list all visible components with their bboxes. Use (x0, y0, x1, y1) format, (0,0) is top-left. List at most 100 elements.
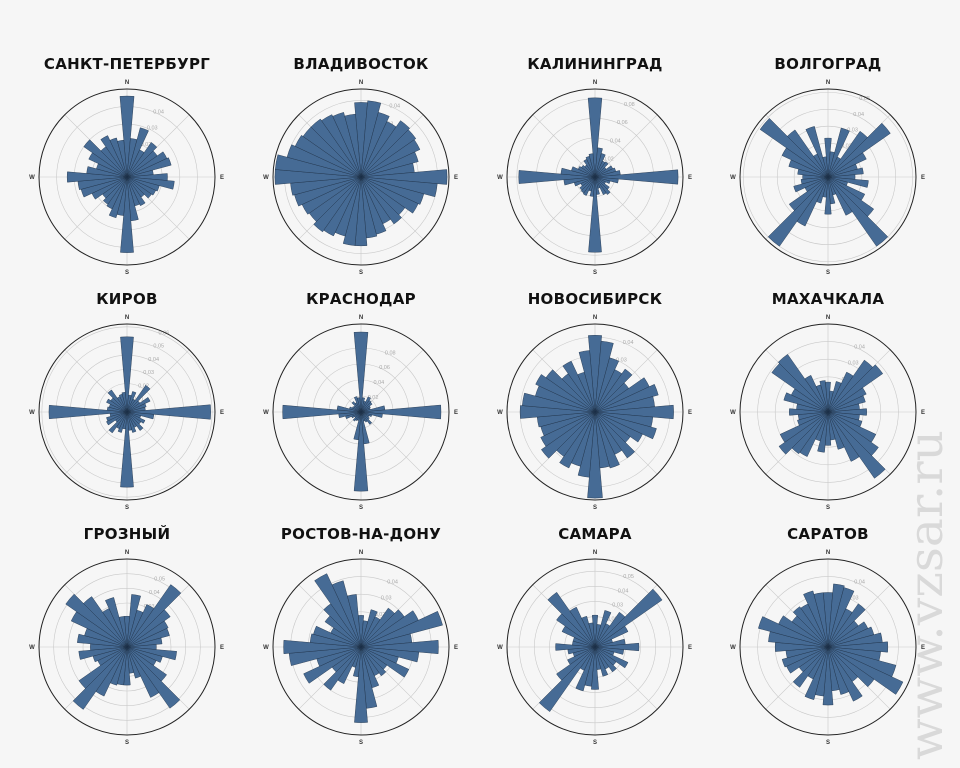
wind-bar (126, 176, 152, 199)
wind-bar (352, 411, 362, 422)
compass-label-s: S (125, 740, 129, 746)
wind-bar (351, 401, 362, 413)
wind-bar (83, 139, 128, 178)
compass-label-e: E (220, 410, 224, 416)
wind-bar (545, 369, 596, 413)
wind-bar (580, 176, 596, 194)
wind-bar (321, 114, 362, 178)
tick-label: 0.04 (153, 109, 164, 115)
wind-bar (126, 620, 169, 648)
wind-bar (360, 646, 410, 678)
wind-bar (827, 176, 889, 247)
wind-bar (541, 411, 596, 459)
compass-label-s: S (125, 270, 129, 276)
tick-label: 0.03 (381, 596, 392, 602)
wind-bar (310, 118, 362, 178)
compass-label-n: N (125, 315, 129, 321)
wind-bar (126, 157, 172, 178)
wind-bar (759, 118, 829, 178)
compass-label-e: E (454, 175, 458, 181)
wind-bar (126, 609, 171, 648)
outer-circle (38, 558, 216, 736)
wind-bar (126, 646, 160, 698)
wind-bar (827, 364, 884, 413)
wind-bar (594, 646, 617, 673)
compass-label-w: W (730, 410, 736, 416)
chart-title: ГРОЗНЫЙ (83, 525, 171, 543)
compass-label-e: E (454, 410, 458, 416)
outer-circle (272, 323, 450, 501)
outer-circle (38, 323, 216, 501)
compass-label-e: E (688, 645, 692, 651)
tick-label: 0.02 (607, 617, 618, 623)
wind-bar (357, 397, 362, 413)
wind-bar (126, 646, 181, 709)
wind-bar (781, 646, 829, 668)
outer-circle (38, 88, 216, 266)
wind-bar (569, 606, 596, 648)
wind-bar (594, 642, 640, 652)
wind-bar (594, 176, 607, 195)
wind-rose-chart: КРАСНОДАР 0.02 0.04 0.06 0.08 N E S W (261, 290, 461, 530)
wind-bar (827, 411, 845, 450)
wind-bar (108, 411, 128, 434)
wind-bar (562, 360, 596, 413)
chart-title: САРАТОВ (787, 525, 869, 543)
outer-circle (506, 558, 684, 736)
wind-bar (360, 176, 425, 205)
wind-bar (594, 169, 679, 185)
wind-bar (126, 403, 147, 413)
tick-label: 0.03 (147, 126, 158, 132)
wind-bar (594, 404, 674, 420)
wind-bar (360, 151, 419, 178)
wind-bar (314, 573, 362, 648)
wind-bar (594, 176, 611, 195)
wind-bar (819, 380, 829, 413)
compass-label-w: W (497, 175, 503, 181)
outer-circle (739, 323, 917, 501)
wind-bar (822, 646, 834, 706)
wind-bar (594, 411, 620, 469)
wind-bar (126, 646, 141, 679)
wind-bar (827, 641, 889, 653)
wind-bar (120, 336, 134, 413)
tick-label: 0.04 (854, 579, 865, 585)
wind-bar (587, 411, 603, 499)
compass-label-e: E (921, 410, 925, 416)
wind-bar (556, 646, 596, 681)
chart-title: МАХАЧКАЛА (771, 290, 885, 308)
wind-bar (800, 176, 829, 185)
wind-bar (594, 411, 636, 459)
wind-bar (303, 646, 362, 684)
wind-bar (118, 616, 128, 648)
wind-bar (588, 176, 602, 253)
tick-label: 0.04 (854, 344, 865, 350)
wind-bar (594, 411, 643, 443)
wind-bar (827, 127, 850, 178)
compass-label-n: N (359, 315, 363, 321)
compass-label-n: N (593, 315, 597, 321)
wind-bar (594, 161, 609, 178)
wind-bar (126, 384, 151, 413)
wind-bar (323, 646, 362, 691)
wind-bar (126, 584, 182, 648)
compass-label-w: W (29, 175, 35, 181)
wind-bar (354, 646, 368, 723)
compass-label-s: S (826, 505, 830, 511)
wind-bar (106, 411, 128, 422)
wind-bar (105, 597, 128, 648)
wind-bar (594, 610, 612, 648)
wind-bar (827, 646, 875, 688)
compass-label-n: N (359, 550, 363, 556)
watermark: www.vzsar.ru (899, 430, 954, 760)
wind-bar (126, 628, 170, 648)
wind-bar (360, 411, 368, 423)
wind-bar (581, 615, 596, 648)
wind-bar (78, 646, 128, 689)
wind-bar (758, 616, 829, 648)
